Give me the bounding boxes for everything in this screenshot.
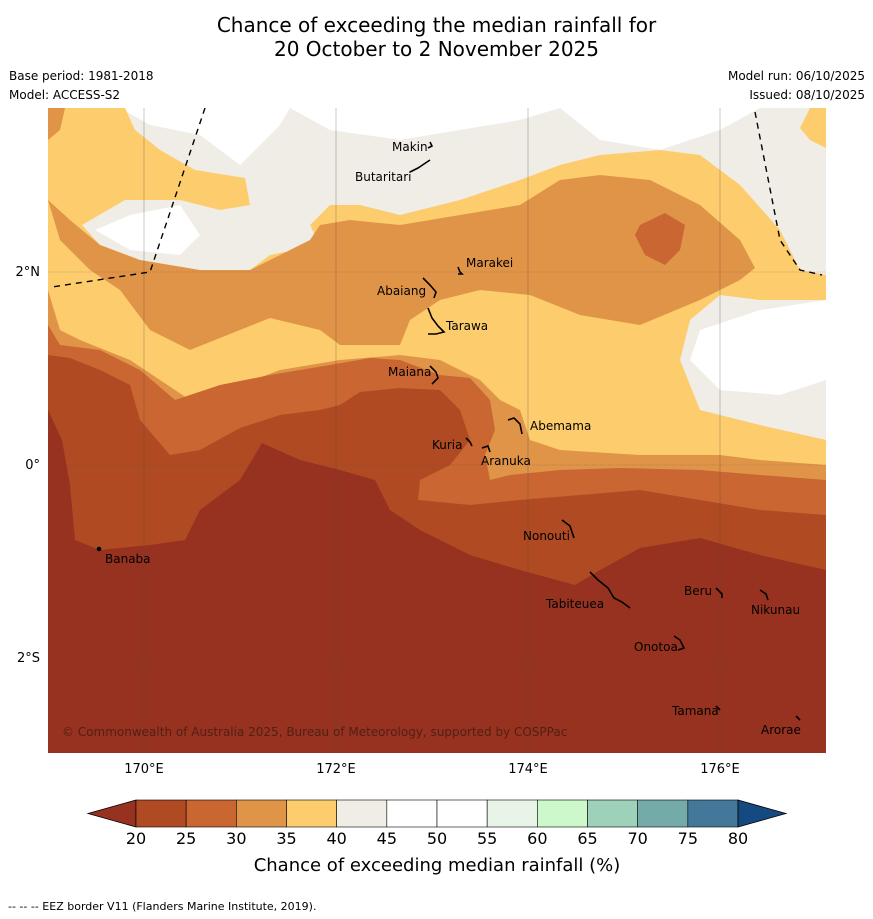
island-nonouti	[561, 519, 575, 539]
eez-footnote: -- -- -- EEZ border V11 (Flanders Marine…	[8, 900, 317, 913]
colorbar-tick-label: 75	[678, 829, 698, 848]
band-45-50-north-2	[290, 108, 560, 140]
base-period: Base period: 1981-2018	[9, 69, 154, 83]
band-45-50-west	[95, 205, 200, 255]
band-30-35-upper	[48, 175, 755, 350]
model-name: Model: ACCESS-S2	[9, 88, 121, 102]
colorbar-tick-label: 65	[577, 829, 597, 848]
lat-label-0: 0°	[25, 458, 40, 473]
label-butaritari: Butaritari	[355, 170, 412, 184]
label-maiana: Maiana	[388, 365, 431, 379]
island-tamana	[715, 705, 721, 711]
axis-labels: 2°N 0° 2°S 170°E 172°E 174°E 176°E	[16, 265, 740, 777]
label-makin: Makin	[392, 140, 428, 154]
colorbar-segment	[486, 799, 538, 828]
colorbar-label: Chance of exceeding median rainfall (%)	[254, 855, 621, 876]
colorbar-tick-label: 80	[728, 829, 748, 848]
colorbar-tick-label: 25	[176, 829, 196, 848]
colorbar-segment	[135, 799, 187, 828]
model-run: Model run: 06/10/2025	[727, 69, 865, 83]
label-banaba: Banaba	[105, 552, 151, 566]
issued-date: Issued: 08/10/2025	[749, 88, 865, 102]
colorbar-segment	[336, 799, 388, 828]
island-abaiang	[422, 277, 437, 299]
band-below-20	[48, 410, 826, 753]
island-arorae	[795, 715, 801, 721]
island-tarawa	[427, 307, 446, 335]
colorbar: 20 25 30 35 40 45 50 55 60 65 70 75 80	[86, 799, 788, 848]
label-marakei: Marakei	[466, 256, 513, 270]
island-tabiteuea	[589, 571, 631, 609]
label-tabiteuea: Tabiteuea	[545, 597, 604, 611]
island-outlines	[96, 141, 801, 721]
lat-label-2n: 2°N	[16, 265, 41, 280]
colorbar-tick-label: 30	[226, 829, 246, 848]
label-beru: Beru	[684, 584, 712, 598]
colorbar-segment	[637, 799, 689, 828]
place-labels: Makin Butaritari Marakei Abaiang Tarawa …	[105, 140, 801, 737]
colorbar-under-arrow	[86, 799, 137, 828]
island-banaba	[96, 546, 102, 552]
label-kuria: Kuria	[432, 438, 463, 452]
colorbar-tick-label: 50	[427, 829, 447, 848]
colorbar-tick-label: 55	[477, 829, 497, 848]
colorbar-segment	[236, 799, 287, 828]
island-aranuka	[481, 444, 491, 453]
title-line-1: Chance of exceeding the median rainfall …	[216, 13, 657, 37]
band-45-50-northeast	[560, 108, 760, 150]
island-nikunau	[759, 589, 769, 601]
colorbar-over-arrow	[737, 799, 788, 828]
island-kuria	[465, 437, 473, 447]
colorbar-tick-label: 70	[627, 829, 647, 848]
lon-label-172e: 172°E	[316, 762, 356, 777]
label-nikunau: Nikunau	[751, 603, 800, 617]
band-35-40-ne-corner	[800, 108, 826, 148]
colorbar-tick-label: 35	[276, 829, 296, 848]
colorbar-segment	[587, 799, 638, 828]
colorbar-segment	[185, 799, 237, 828]
colorbar-tick-label: 45	[377, 829, 397, 848]
island-makin	[427, 141, 434, 149]
island-maiana	[429, 365, 439, 385]
island-butaritari	[409, 159, 431, 173]
island-abemama	[507, 417, 523, 435]
band-25-30-east-patch	[635, 213, 685, 265]
lon-label-170e: 170°E	[124, 762, 164, 777]
island-marakei	[457, 266, 464, 275]
label-arorae: Arorae	[761, 723, 801, 737]
label-onotoa: Onotoa	[634, 640, 678, 654]
lon-label-176e: 176°E	[700, 762, 740, 777]
band-45-50-east	[690, 300, 826, 395]
lat-label-2s: 2°S	[17, 651, 40, 666]
band-45-50-north	[120, 108, 290, 165]
copyright-notice: © Commonwealth of Australia 2025, Bureau…	[62, 725, 567, 739]
colorbar-segment	[537, 799, 588, 828]
colorbar-tick-label: 20	[126, 829, 146, 848]
label-tamana: Tamana	[671, 704, 719, 718]
band-30-35-nw-corner	[48, 108, 65, 140]
lon-label-174e: 174°E	[508, 762, 548, 777]
colorbar-segment	[687, 799, 739, 828]
eez-border	[51, 108, 823, 288]
island-onotoa	[673, 635, 686, 651]
probability-field: Makin Butaritari Marakei Abaiang Tarawa …	[48, 108, 826, 753]
island-beru	[715, 587, 723, 598]
label-nonouti: Nonouti	[523, 529, 570, 543]
label-abemama: Abemama	[530, 419, 591, 433]
colorbar-tick-label: 60	[527, 829, 547, 848]
label-abaiang: Abaiang	[377, 284, 426, 298]
colorbar-segment	[436, 799, 488, 828]
label-tarawa: Tarawa	[445, 319, 488, 333]
colorbar-tick-label: 40	[326, 829, 346, 848]
graticule	[48, 108, 826, 753]
colorbar-segment	[386, 799, 438, 828]
title-line-2: 20 October to 2 November 2025	[273, 37, 600, 61]
label-aranuka: Aranuka	[481, 454, 531, 468]
colorbar-segment	[286, 799, 337, 828]
